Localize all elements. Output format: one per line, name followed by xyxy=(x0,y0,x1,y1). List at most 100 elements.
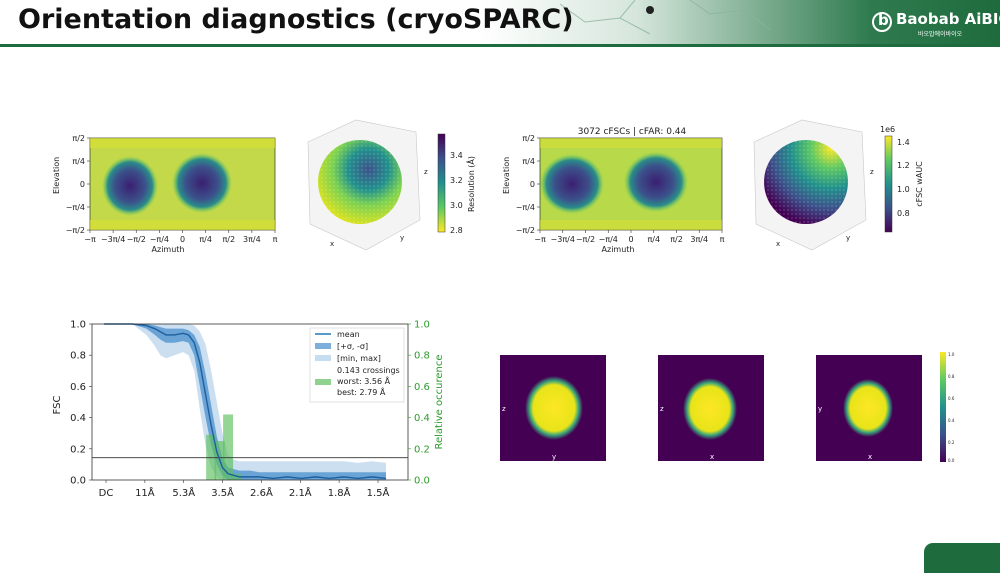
molecule-decoration xyxy=(559,0,771,35)
fsc-xtick: 2.6Å xyxy=(250,486,273,499)
fsc-ytick: 0.0 xyxy=(70,476,86,487)
mean-fsc-line xyxy=(104,323,387,480)
map-xtick: −π/2 xyxy=(576,235,595,244)
map-xtick: −π/4 xyxy=(150,235,169,244)
fsc-xtick: DC xyxy=(99,488,114,499)
map-heat-regions xyxy=(90,138,275,230)
fsc-y2label: Relative occurence xyxy=(434,355,445,450)
cbar2-tick: 1.2 xyxy=(897,161,910,170)
footer-corner-tab xyxy=(924,543,1000,573)
fsc-y2tick: 0.8 xyxy=(414,351,430,362)
map-xtick: 3π/4 xyxy=(690,235,708,244)
projection-xz: z x xyxy=(658,355,764,461)
map-xtick: 0 xyxy=(628,235,633,244)
legend-worst: worst: 3.56 Å xyxy=(337,375,391,386)
sphere2-axis-z: z xyxy=(870,168,874,176)
legend-mean: mean xyxy=(337,330,360,339)
fsc-ylabel: FSC xyxy=(52,396,63,415)
projection-yz: z y xyxy=(500,355,606,461)
crossing-histogram-bar xyxy=(231,473,242,480)
fsc-ytick: 0.8 xyxy=(70,351,86,362)
map-xtick: −π xyxy=(84,235,96,244)
map2-xlabel: Azimuth xyxy=(602,245,635,254)
map-ytick: π/4 xyxy=(72,157,85,166)
sphere1-axis-z: z xyxy=(424,168,428,176)
map-xtick: −3π/4 xyxy=(551,235,575,244)
legend-best: best: 2.79 Å xyxy=(337,386,386,397)
resolution-sphere-plot: x y z 3.4 3.2 3.0 2.8 Resolution (Å) xyxy=(307,119,476,251)
proj-cbar-tick: 0.2 xyxy=(948,440,955,445)
legend-crossings-swatch xyxy=(315,379,331,385)
brand-subtitle: 바오밥에이바이오 xyxy=(918,31,963,38)
fsc-ytick: 0.4 xyxy=(70,413,86,424)
fsc-xtick: 1.8Å xyxy=(328,486,351,499)
map-xtick: π/4 xyxy=(647,235,660,244)
fsc-ytick: 0.6 xyxy=(70,382,86,393)
fsc-xtick: 1.5Å xyxy=(367,486,390,499)
sphere2-axis-x: x xyxy=(776,240,780,248)
legend-minmax: [min, max] xyxy=(337,354,381,363)
proj2-haxis: x xyxy=(710,453,714,461)
fsc-ytick: 0.2 xyxy=(70,444,86,455)
projection-colorbar: 1.0 0.8 0.6 0.4 0.2 0.0 xyxy=(940,352,955,463)
header-decoration xyxy=(480,0,1000,47)
map-xtick: −3π/4 xyxy=(101,235,125,244)
fsc-y2tick: 1.0 xyxy=(414,320,430,331)
fsc-axes-frame xyxy=(91,323,409,481)
proj-cbar-tick: 0.4 xyxy=(948,418,955,423)
map-xtick: −π/4 xyxy=(599,235,618,244)
fsc-xtick: 11Å xyxy=(135,486,155,499)
cfsc-map-plot: 3072 cFSCs | cFAR: 0.44 Elevation Azimut… xyxy=(502,127,725,254)
map-xtick: π/2 xyxy=(670,235,683,244)
map-ytick: 0 xyxy=(530,180,535,189)
resolution-colorbar xyxy=(437,133,446,233)
proj1-haxis: y xyxy=(552,453,556,461)
map2-ylabel: Elevation xyxy=(502,157,511,194)
map2-title: 3072 cFSCs | cFAR: 0.44 xyxy=(578,127,687,137)
fsc-xtick: 5.3Å xyxy=(172,486,195,499)
fsc-y2tick: 0.4 xyxy=(414,413,430,424)
map1-ylabel: Elevation xyxy=(52,157,61,194)
map-xtick: π xyxy=(273,235,278,244)
map-ytick: π/2 xyxy=(522,134,535,143)
cbar1-label: Resolution (Å) xyxy=(465,156,476,212)
slide-header: Orientation diagnostics (cryoSPARC) Baob… xyxy=(0,0,1000,47)
cbar1-tick: 3.0 xyxy=(450,201,463,210)
brand-name: Baobab AiBIO xyxy=(896,10,1000,28)
map-xtick: 0 xyxy=(180,235,185,244)
minmax-band xyxy=(104,324,386,480)
map2-heat-regions xyxy=(540,138,722,230)
fsc-xtick: 3.5Å xyxy=(211,486,234,499)
sphere2-axis-y: y xyxy=(846,234,850,242)
baobab-logo-icon xyxy=(872,11,892,32)
cbar2-label: cFSC wAUC xyxy=(915,161,924,207)
proj2-vaxis: z xyxy=(660,405,664,413)
cbar1-tick: 2.8 xyxy=(450,226,463,235)
map-xtick: 3π/4 xyxy=(243,235,261,244)
proj3-vaxis: y xyxy=(818,405,822,413)
legend-sigma-swatch xyxy=(315,343,331,349)
map-ytick: −π/4 xyxy=(66,203,85,212)
legend-minmax-swatch xyxy=(315,355,331,361)
proj-cbar-tick: 0.6 xyxy=(948,396,955,401)
cbar1-tick: 3.4 xyxy=(450,151,463,160)
fsc-y2tick: 0.2 xyxy=(414,444,430,455)
legend-sigma: [+σ, -σ] xyxy=(337,342,368,351)
cbar2-exponent: 1e6 xyxy=(880,125,895,134)
cbar1-tick: 3.2 xyxy=(450,176,463,185)
fsc-y2tick: 0.6 xyxy=(414,382,430,393)
map1-xlabel: Azimuth xyxy=(152,245,185,254)
cfsc-colorbar xyxy=(884,135,893,233)
proj-cbar-tick: 0.8 xyxy=(948,374,955,379)
sphere1-axis-x: x xyxy=(330,240,334,248)
map-xtick: −π/2 xyxy=(127,235,146,244)
map-ytick: −π/4 xyxy=(516,203,535,212)
resolution-map-plot: Elevation Azimuth π/2 π/4 0 −π/4 −π/2 −π −3π/… xyxy=(52,134,278,254)
map-ytick: π/2 xyxy=(72,134,85,143)
map-xtick: −π xyxy=(534,235,546,244)
fsc-ytick: 1.0 xyxy=(70,320,86,331)
map-ytick: −π/2 xyxy=(516,226,535,235)
map-xtick: π/4 xyxy=(199,235,212,244)
map-xtick: π/2 xyxy=(222,235,235,244)
map-xtick: π xyxy=(720,235,725,244)
